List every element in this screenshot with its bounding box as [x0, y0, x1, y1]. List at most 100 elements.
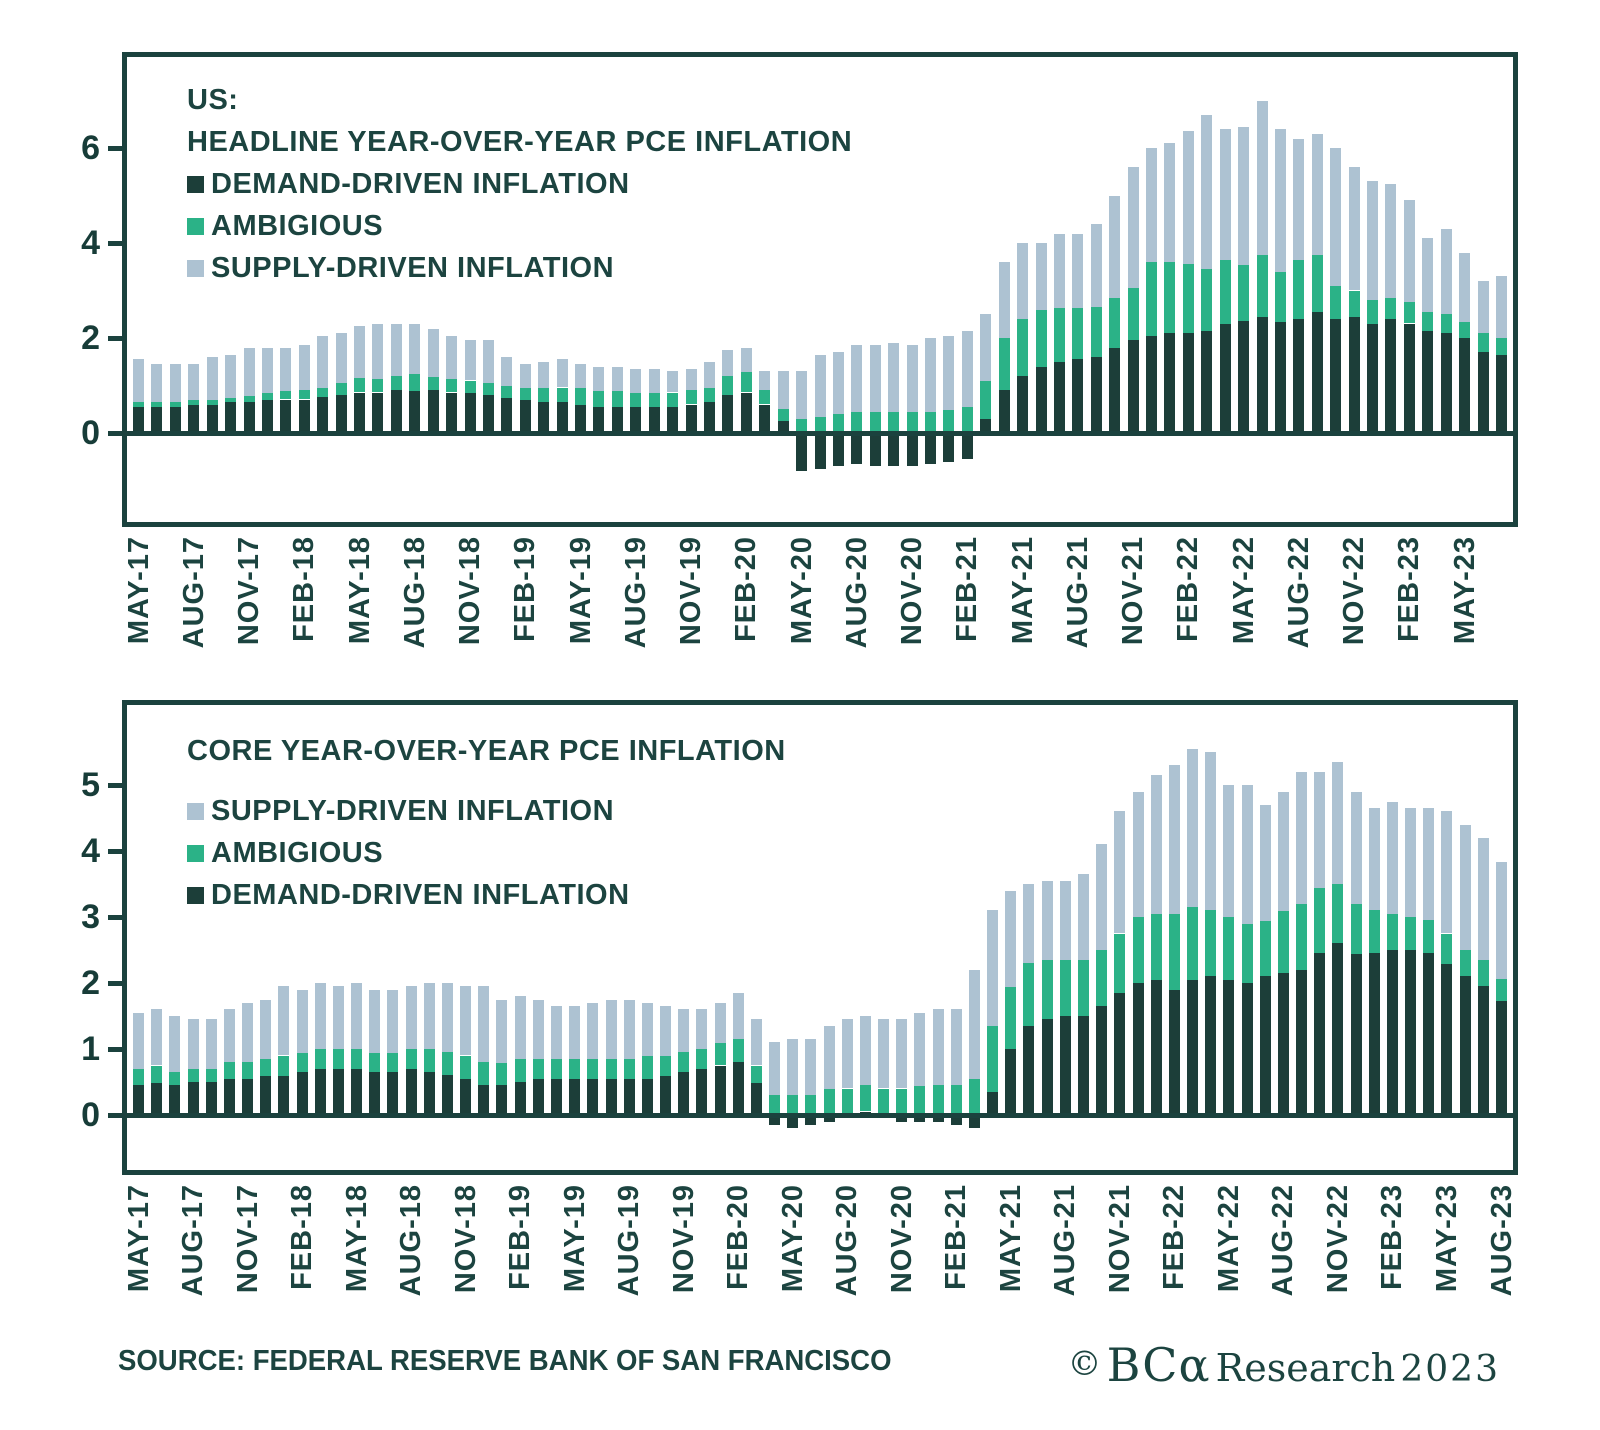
bar-segment [1220, 129, 1231, 260]
bar-segment [1459, 253, 1470, 322]
bar-segment [442, 983, 453, 1052]
bar-segment [278, 1075, 289, 1115]
bar-segment [151, 407, 162, 433]
bar-segment [207, 357, 218, 400]
bar-segment [1459, 338, 1470, 433]
x-tick-label: FEB-22 [1172, 536, 1204, 642]
bar-segment [1133, 917, 1144, 983]
legend-item-demand: DEMAND-DRIVEN INFLATION [187, 163, 852, 205]
bar-segment [1096, 844, 1107, 950]
bar-segment [1351, 792, 1362, 904]
y-tick-label: 1 [81, 1030, 100, 1068]
bar-segment [612, 367, 623, 391]
x-tick-label: FEB-20 [722, 1184, 754, 1290]
bar-segment [667, 407, 678, 433]
bar-segment [833, 414, 844, 433]
bar-segment [969, 970, 980, 1079]
bar-segment [188, 400, 199, 405]
bar-segment [587, 1079, 598, 1115]
bar-segment [805, 1039, 816, 1095]
bar-segment [551, 1006, 562, 1059]
bar-segment [188, 1069, 199, 1082]
bar-segment [446, 378, 457, 392]
bar-segment [465, 381, 476, 393]
y-tick-mark [108, 241, 122, 246]
bar-segment [501, 397, 512, 433]
bar-segment [1054, 234, 1065, 308]
bar-segment [1278, 792, 1289, 911]
bar-segment [1385, 319, 1396, 433]
bar-segment [575, 405, 586, 434]
x-tick-label: NOV-21 [1117, 536, 1149, 646]
bar-segment [1017, 243, 1028, 319]
bar-segment [1460, 950, 1471, 976]
bar-segment [1109, 298, 1120, 348]
bar-segment [483, 383, 494, 395]
bar-segment [538, 388, 549, 402]
bar-segment [1478, 838, 1489, 960]
bar-segment [878, 1019, 889, 1088]
bar-segment [260, 1075, 271, 1115]
bar-segment [815, 355, 826, 417]
bar-segment [962, 331, 973, 407]
bar-segment [387, 1072, 398, 1115]
bar-segment [315, 1049, 326, 1069]
bar-segment [686, 405, 697, 434]
bar-segment [1314, 953, 1325, 1115]
bar-segment [630, 407, 641, 433]
bar-segment [260, 1059, 271, 1076]
x-tick-label: AUG-22 [1267, 1184, 1299, 1297]
bar-segment [188, 1019, 199, 1069]
bar-segment [642, 1003, 653, 1056]
bar-segment [1478, 352, 1489, 433]
bar-segment [624, 1079, 635, 1115]
bar-segment [1312, 134, 1323, 255]
bar-segment [1201, 115, 1212, 269]
bar-segment [1151, 914, 1162, 980]
bar-segment [642, 1079, 653, 1115]
bar-segment [496, 1085, 507, 1115]
x-tick-label: MAY-21 [1007, 536, 1039, 645]
bar-segment [1091, 224, 1102, 307]
bar-segment [317, 397, 328, 433]
y-tick-label: 2 [81, 319, 100, 357]
bar-segment [244, 348, 255, 396]
x-tick-label: NOV-20 [886, 1184, 918, 1294]
bar-segment [796, 371, 807, 419]
bar-segment [262, 393, 273, 400]
bar-segment [387, 1052, 398, 1072]
bar-segment [1404, 200, 1415, 302]
y-tick-label: 4 [81, 832, 100, 870]
y-tick-mark [108, 981, 122, 986]
bar-segment [242, 1079, 253, 1115]
bar-segment [769, 1095, 780, 1115]
bar-segment [557, 388, 568, 402]
x-tick-label: AUG-21 [1062, 536, 1094, 649]
bar-segment [297, 1052, 308, 1072]
bar-segment [406, 986, 417, 1049]
bar-segment [1275, 321, 1286, 433]
bar-segment [606, 1079, 617, 1115]
bar-segment [483, 395, 494, 433]
bar-segment [533, 1059, 544, 1079]
bar-segment [612, 407, 623, 433]
bar-segment [1293, 319, 1304, 433]
bar-segment [460, 1056, 471, 1079]
bar-segment [1169, 765, 1180, 914]
x-tick-label: NOV-17 [233, 536, 265, 646]
bar-segment [1242, 924, 1253, 983]
x-tick-label: AUG-17 [178, 536, 210, 649]
bar-segment [1496, 862, 1507, 979]
bar-segment [1017, 319, 1028, 376]
bar-segment [1385, 184, 1396, 298]
source-note: SOURCE: FEDERAL RESERVE BANK OF SAN FRAN… [118, 1345, 892, 1377]
bar-segment [1169, 990, 1180, 1115]
bar-segment [1091, 357, 1102, 433]
bar-segment [1260, 976, 1271, 1115]
x-tick-label: AUG-21 [1049, 1184, 1081, 1297]
bar-segment [354, 326, 365, 378]
x-tick-label: MAY-19 [565, 536, 597, 645]
bar-segment [520, 388, 531, 400]
bar-segment [1151, 775, 1162, 914]
bar-segment [842, 1019, 853, 1088]
